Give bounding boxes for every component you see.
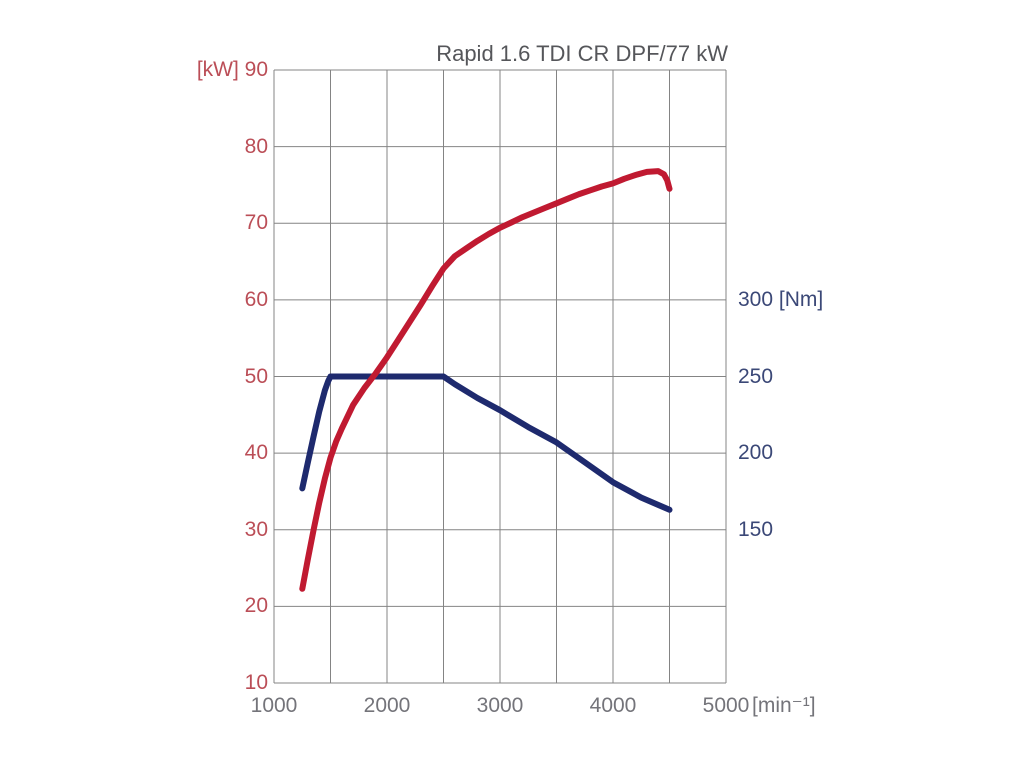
left-axis-tick-60: 60 <box>244 287 268 311</box>
left-axis-tick-50: 50 <box>244 364 268 388</box>
torque-curve <box>299 373 673 513</box>
x-axis-unit-label: [min⁻¹] <box>752 694 816 717</box>
right-axis-tick-300: 300 [Nm] <box>738 287 824 311</box>
left-axis-tick-30: 30 <box>244 517 268 541</box>
left-axis-tick-40: 40 <box>244 441 268 465</box>
x-axis-tick-1000: 1000 <box>250 694 298 717</box>
right-axis-tick-250: 250 <box>738 364 774 388</box>
power-curve <box>299 168 673 592</box>
right-axis-tick-200: 200 <box>738 441 774 465</box>
left-axis-tick-20: 20 <box>244 594 268 618</box>
left-axis-tick-70: 70 <box>244 211 268 235</box>
left-axis-tick-10: 10 <box>244 671 268 694</box>
right-axis-tick-150: 150 <box>738 517 774 541</box>
x-axis-tick-2000: 2000 <box>363 694 411 717</box>
left-axis-tick-90: [kW] 90 <box>196 58 268 81</box>
x-axis-tick-4000: 4000 <box>589 694 637 717</box>
chart-title: Rapid 1.6 TDI CR DPF/77 kW <box>436 41 728 66</box>
x-axis-tick-5000: 5000 <box>702 694 750 717</box>
x-axis-tick-3000: 3000 <box>476 694 524 717</box>
left-axis-tick-80: 80 <box>244 134 268 158</box>
